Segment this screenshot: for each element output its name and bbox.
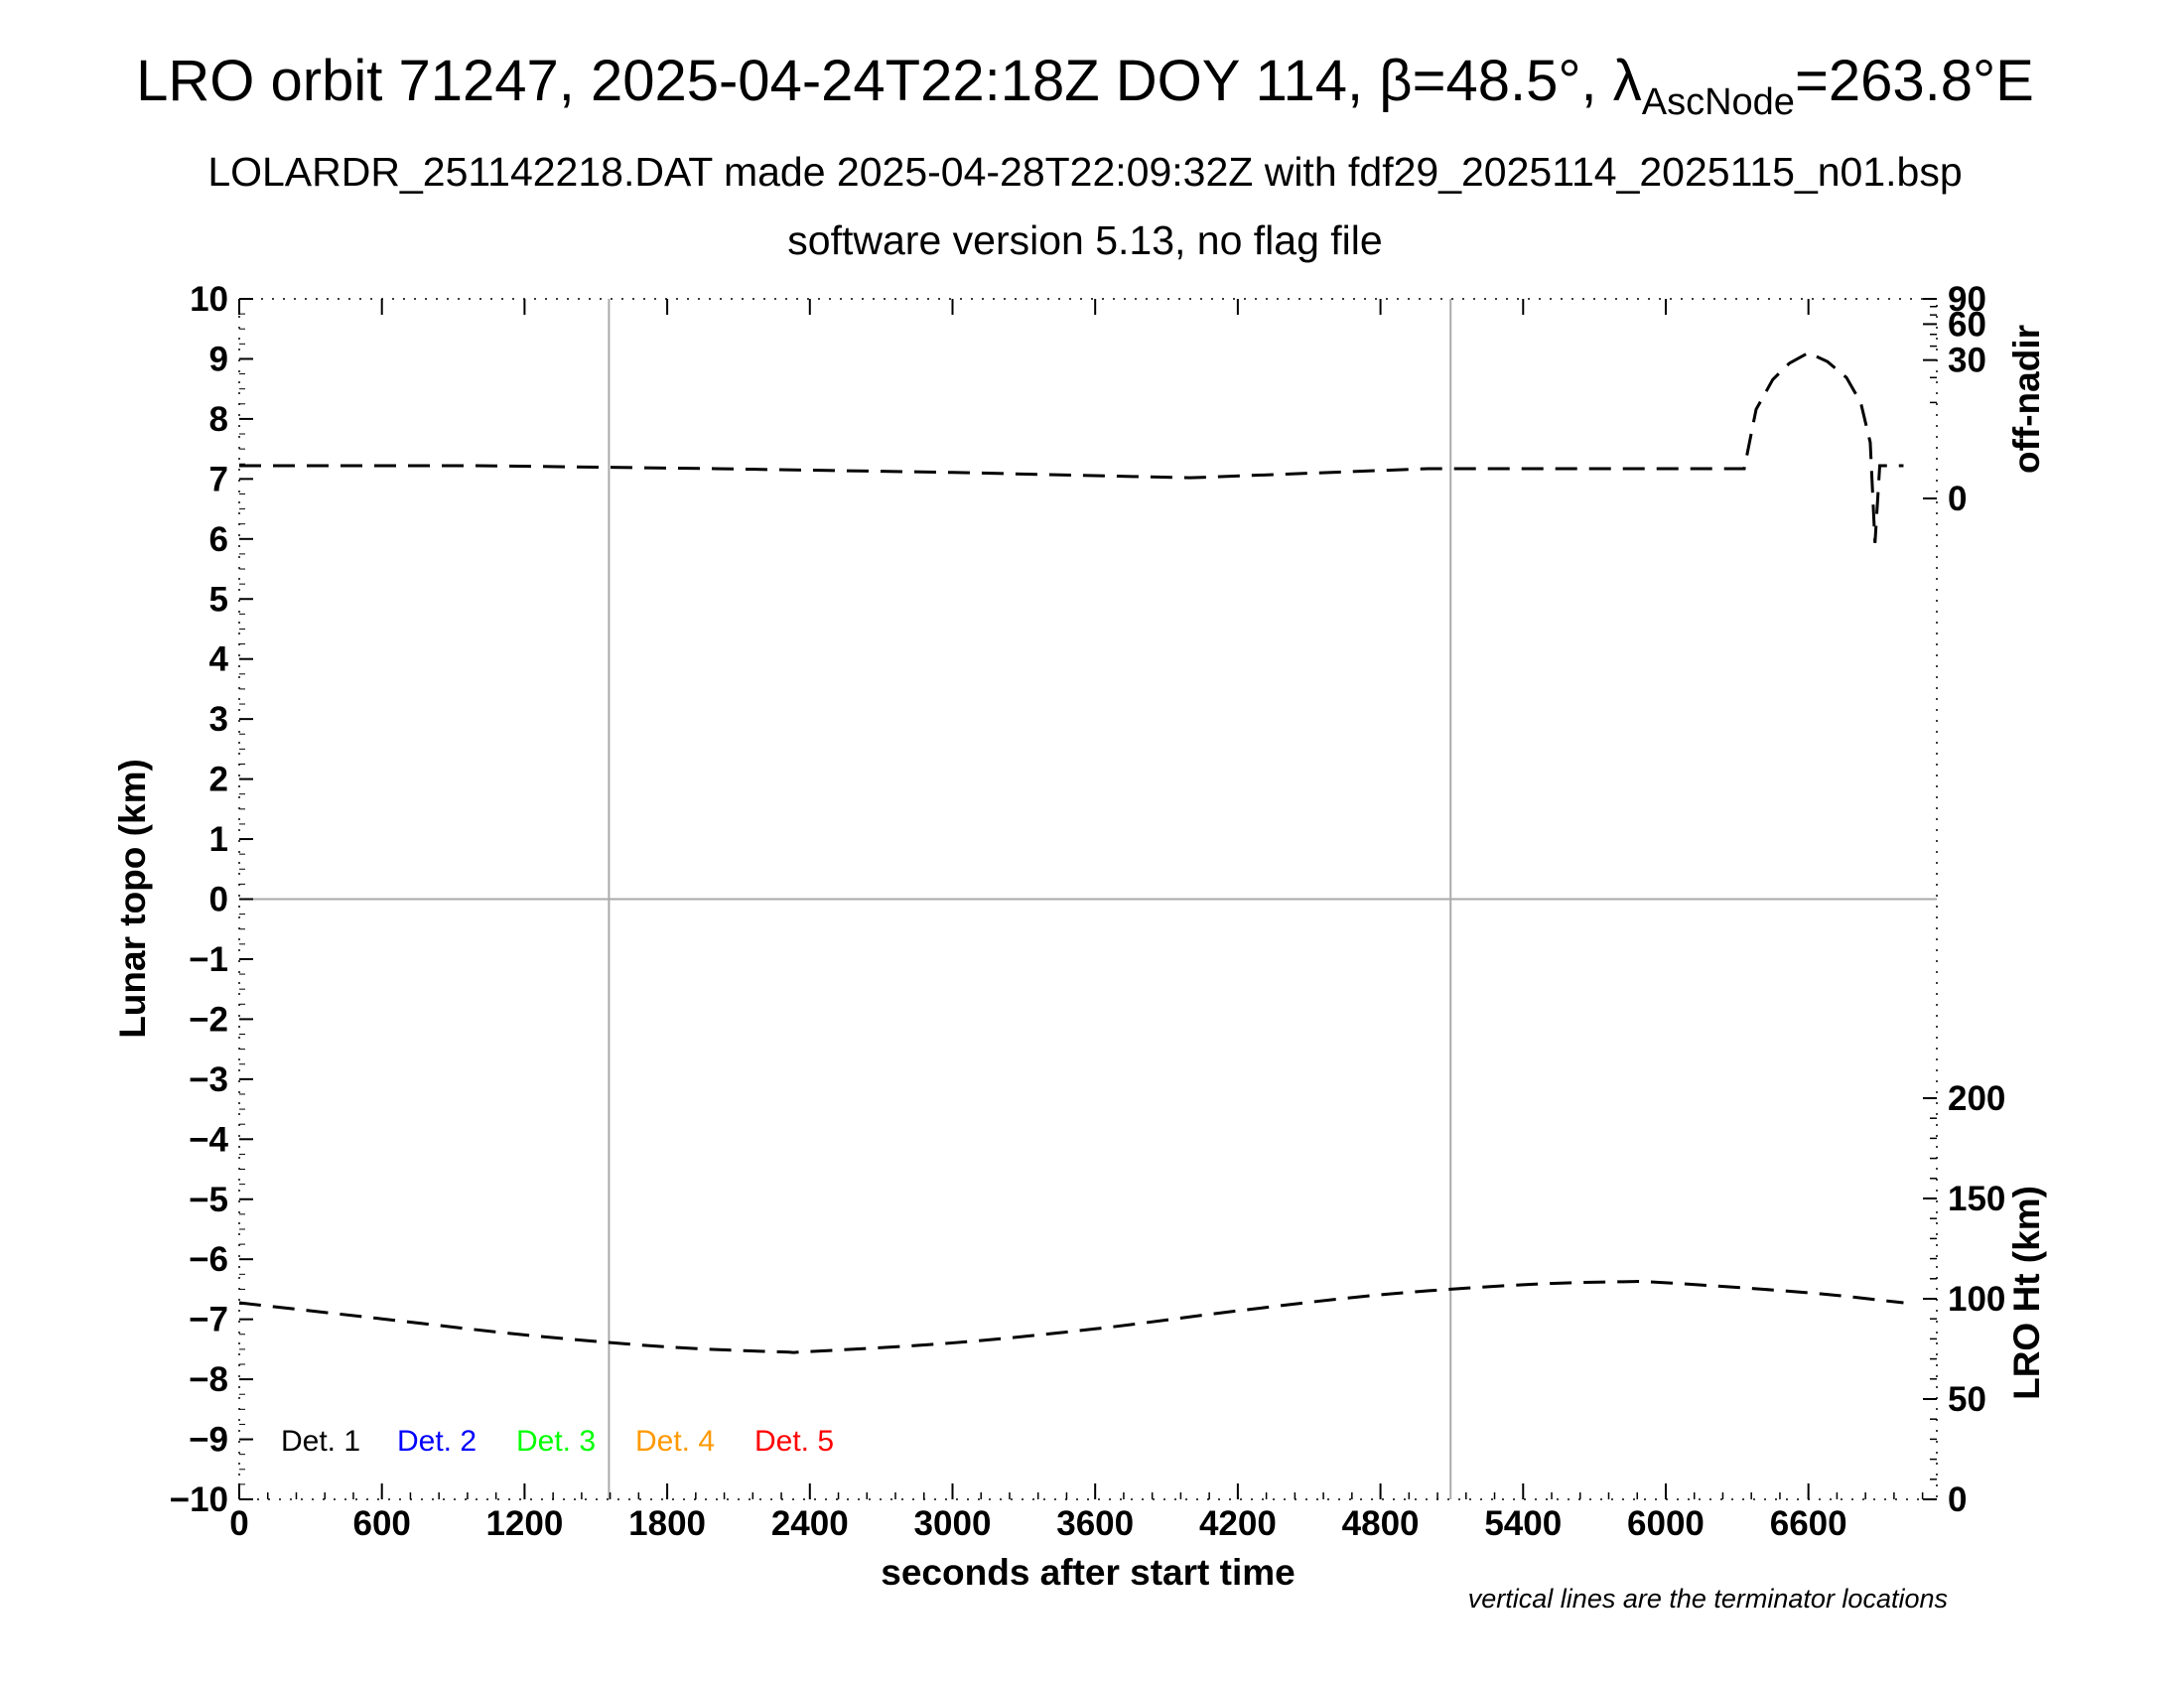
x-axis-label: seconds after start time (881, 1552, 1295, 1593)
x-tick-label: 4200 (1199, 1504, 1277, 1543)
terminator-note: vertical lines are the terminator locati… (1468, 1584, 1948, 1614)
x-tick-label: 3600 (1056, 1504, 1134, 1543)
lro-height-series (238, 1280, 1904, 1354)
off-nadir-tick-label: 30 (1948, 342, 1986, 380)
off-nadir-tick-label: 0 (1948, 480, 1967, 518)
y-tick-label: 9 (209, 340, 228, 378)
y-tick-label: 7 (209, 460, 228, 498)
legend: Det. 1 Det. 2 Det. 3 Det. 4 Det. 5 (281, 1425, 834, 1458)
y-tick-label: −10 (170, 1480, 228, 1519)
y-tick-label: 2 (209, 761, 228, 799)
x-tick-label: 2400 (771, 1504, 849, 1543)
legend-entry: Det. 3 (516, 1425, 596, 1458)
y-tick-label: 6 (209, 520, 228, 559)
y-tick-label: −5 (189, 1181, 228, 1219)
off-nadir-tick-label: 90 (1948, 280, 1986, 319)
x-tick-label: 600 (352, 1504, 410, 1543)
off-nadir-tick-label: 60 (1948, 305, 1986, 344)
y-tick-label: −2 (189, 1000, 228, 1039)
series-layer (238, 351, 1904, 1354)
x-tick-label: 1800 (628, 1504, 706, 1543)
legend-entry: Det. 2 (397, 1425, 477, 1458)
grid-lines (239, 299, 1937, 1499)
y-tick-label: 4 (209, 640, 229, 679)
y-tick-label: −7 (189, 1301, 228, 1339)
ht-tick-label: 100 (1948, 1280, 2005, 1319)
y-tick-label: 5 (209, 580, 228, 619)
y-tick-label: −8 (189, 1360, 228, 1399)
legend-entry: Det. 5 (754, 1425, 834, 1458)
chart-subtitle-file: LOLARDR_251142218.DAT made 2025-04-28T22… (207, 149, 1962, 195)
y-tick-label: 8 (209, 400, 228, 439)
y-tick-label: 3 (209, 700, 228, 739)
legend-entry: Det. 4 (635, 1425, 715, 1458)
off-nadir-series (239, 351, 1904, 543)
x-tick-label: 0 (229, 1504, 248, 1543)
y-tick-label: −3 (189, 1060, 228, 1099)
chart-title: LRO orbit 71247, 2025-04-24T22:18Z DOY 1… (136, 49, 2034, 123)
x-tick-label: 6600 (1770, 1504, 1847, 1543)
axes: 0 600 1200 1800 2400 3000 3600 4200 4800 5400 6000… (170, 280, 2006, 1543)
chart-subtitle-software: software version 5.13, no flag file (787, 217, 1382, 263)
y-tick-label: −1 (189, 940, 228, 979)
ht-tick-label: 0 (1948, 1480, 1967, 1519)
ht-tick-label: 50 (1948, 1380, 1986, 1419)
plot-frame (238, 298, 1938, 1500)
y-tick-label: −6 (189, 1240, 228, 1279)
x-tick-label: 1200 (485, 1504, 563, 1543)
y-tick-label: 0 (209, 881, 228, 919)
legend-entry: Det. 1 (281, 1425, 360, 1458)
x-tick-label: 3000 (914, 1504, 992, 1543)
right-bottom-axis-label: LRO Ht (km) (2006, 1186, 2047, 1400)
right-top-axis-label: off-nadir (2006, 325, 2047, 474)
ht-tick-label: 200 (1948, 1079, 2005, 1118)
y-tick-label: 1 (209, 820, 228, 859)
x-tick-label: 4800 (1342, 1504, 1420, 1543)
x-tick-label: 6000 (1627, 1504, 1705, 1543)
ht-tick-label: 150 (1948, 1180, 2005, 1218)
y-tick-label: 10 (190, 280, 228, 319)
left-axis-label: Lunar topo (km) (112, 759, 153, 1039)
y-tick-label: −4 (189, 1120, 228, 1159)
x-tick-label: 5400 (1484, 1504, 1562, 1543)
y-tick-label: −9 (189, 1421, 228, 1460)
